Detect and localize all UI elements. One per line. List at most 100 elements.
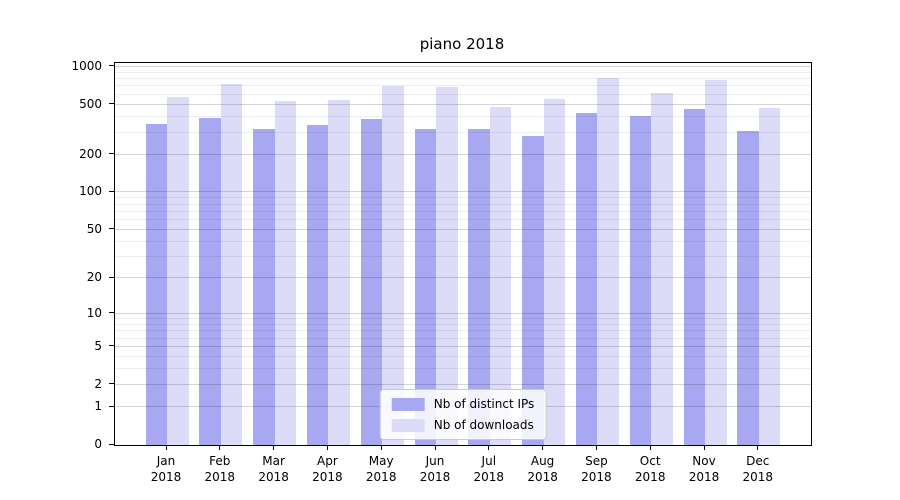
x-tick-mark-oct: [649, 445, 651, 450]
chart-title: piano 2018: [419, 35, 505, 53]
x-tick-mark-aug: [542, 445, 544, 450]
minor-gridline-30: [115, 256, 811, 258]
minor-gridline-700: [115, 85, 811, 87]
x-tick-label-aug: Aug 2018: [527, 454, 558, 484]
y-tick-label-2: 2: [94, 376, 102, 391]
major-gridline-10: [115, 312, 811, 314]
x-tick-mark-jun: [434, 445, 436, 450]
major-gridline-2: [115, 383, 811, 385]
x-tick-mark-jul: [488, 445, 490, 450]
bar-downloads-oct: [651, 93, 673, 445]
bar-distinct-ips-may: [360, 119, 383, 445]
legend: Nb of distinct IPs Nb of downloads: [379, 389, 547, 440]
x-tick-label-feb: Feb 2018: [204, 454, 236, 484]
bar-downloads-jul: [489, 106, 512, 445]
bar-downloads-may: [382, 86, 404, 445]
major-gridline-50: [115, 228, 811, 230]
minor-gridline-80: [115, 203, 811, 205]
minor-gridline-40: [115, 240, 811, 242]
bar-downloads-aug: [543, 99, 566, 445]
major-gridline-20: [115, 277, 811, 279]
minor-gridline-70: [115, 210, 811, 212]
bar-downloads-jan: [167, 97, 189, 445]
gridlines-layer: [115, 63, 811, 445]
y-tick-mark-500: [109, 103, 114, 105]
minor-gridline-60: [115, 219, 811, 221]
bar-downloads-apr: [328, 100, 350, 445]
y-tick-label-10: 10: [86, 305, 102, 320]
y-tick-label-1000: 1000: [71, 58, 102, 73]
bar-distinct-ips-nov: [683, 109, 705, 445]
bar-distinct-ips-jun: [414, 129, 436, 445]
bar-downloads-mar: [274, 101, 297, 445]
x-tick-mark-sep: [595, 445, 597, 450]
x-tick-label-mar: Mar 2018: [258, 454, 289, 484]
major-gridline-100: [115, 191, 811, 193]
x-tick-label-jan: Jan 2018: [150, 454, 182, 484]
bars-layer: [115, 63, 811, 445]
legend-label-downloads: Nb of downloads: [433, 418, 534, 432]
bar-distinct-ips-aug: [522, 135, 544, 445]
minor-gridline-400: [115, 116, 811, 118]
x-tick-mark-may: [380, 445, 382, 450]
minor-gridline-7: [115, 330, 811, 332]
legend-item-downloads: Nb of downloads: [391, 418, 535, 432]
bar-downloads-jun: [436, 87, 458, 445]
minor-gridline-8: [115, 323, 811, 325]
minor-gridline-90: [115, 197, 811, 199]
bar-distinct-ips-dec: [737, 130, 759, 445]
y-tick-label-1: 1: [94, 399, 102, 414]
y-tick-label-200: 200: [79, 146, 102, 161]
bar-downloads-dec: [758, 108, 781, 445]
bar-downloads-feb: [220, 84, 243, 445]
y-tick-mark-1000: [109, 65, 114, 67]
bar-downloads-nov: [705, 79, 727, 445]
major-gridline-200: [115, 153, 811, 155]
legend-label-distinct-ips: Nb of distinct IPs: [433, 397, 535, 411]
bar-distinct-ips-sep: [575, 113, 598, 445]
minor-gridline-3: [115, 368, 811, 370]
minor-gridline-6: [115, 337, 811, 339]
legend-swatch-distinct-ips: [391, 397, 425, 411]
y-tick-mark-10: [109, 312, 114, 314]
y-tick-mark-100: [109, 190, 114, 192]
x-tick-mark-feb: [219, 445, 221, 450]
y-tick-mark-2: [109, 383, 114, 385]
y-tick-mark-50: [109, 228, 114, 230]
x-tick-mark-jan: [165, 445, 167, 450]
major-gridline-500: [115, 103, 811, 105]
minor-gridline-800: [115, 78, 811, 80]
y-tick-label-5: 5: [94, 338, 102, 353]
y-tick-label-20: 20: [86, 270, 102, 285]
x-tick-label-jun: Jun 2018: [419, 454, 451, 484]
y-tick-label-500: 500: [79, 96, 102, 111]
y-tick-mark-200: [109, 153, 114, 155]
y-tick-label-100: 100: [79, 184, 102, 199]
x-tick-label-dec: Dec 2018: [742, 454, 774, 484]
y-tick-mark-0: [109, 443, 114, 445]
x-tick-mark-nov: [703, 445, 705, 450]
y-tick-label-50: 50: [86, 221, 102, 236]
major-gridline-5: [115, 345, 811, 347]
plot-area: Nb of distinct IPs Nb of downloads: [114, 62, 812, 446]
minor-gridline-900: [115, 71, 811, 73]
bar-distinct-ips-mar: [253, 129, 275, 445]
minor-gridline-4: [115, 355, 811, 357]
x-tick-label-apr: Apr 2018: [312, 454, 343, 484]
x-tick-mark-apr: [326, 445, 328, 450]
y-tick-mark-5: [109, 345, 114, 347]
y-tick-mark-20: [109, 276, 114, 278]
x-tick-label-oct: Oct 2018: [634, 454, 666, 484]
minor-gridline-300: [115, 131, 811, 133]
x-tick-mark-dec: [757, 445, 759, 450]
x-tick-mark-mar: [273, 445, 275, 450]
y-tick-label-0: 0: [94, 437, 102, 451]
x-tick-label-sep: Sep 2018: [581, 454, 612, 484]
x-tick-label-jul: Jul 2018: [473, 454, 505, 484]
bar-distinct-ips-jul: [468, 129, 490, 445]
y-tick-mark-1: [109, 405, 114, 407]
minor-gridline-600: [115, 93, 811, 95]
bar-downloads-sep: [597, 78, 619, 445]
bar-distinct-ips-apr: [306, 125, 329, 445]
